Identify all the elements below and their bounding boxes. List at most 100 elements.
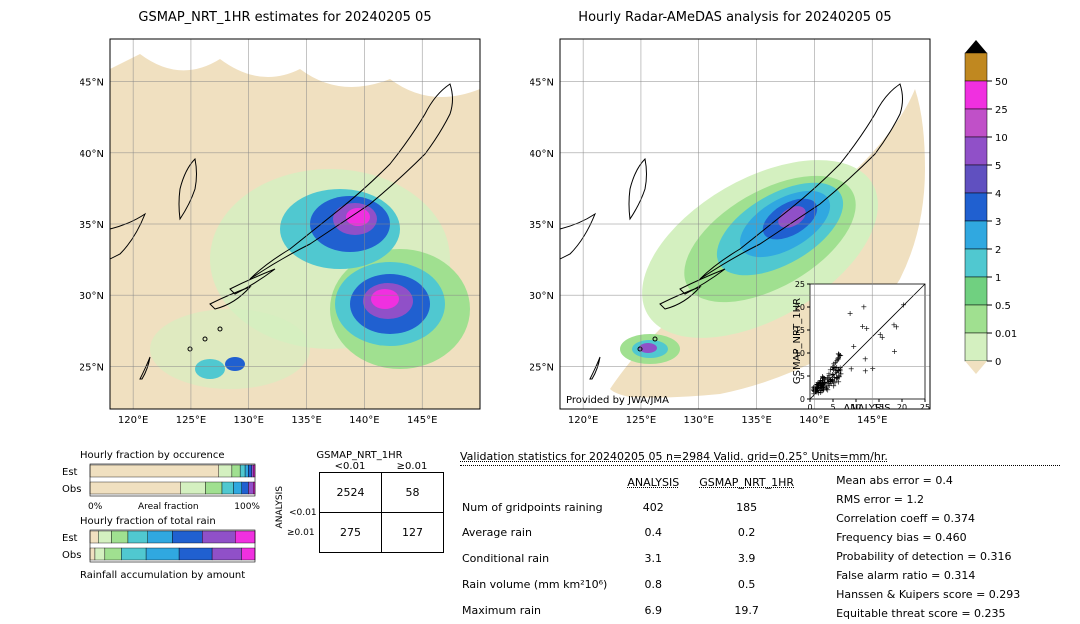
val-cell: Conditional rain bbox=[462, 547, 625, 571]
svg-text:40°N: 40°N bbox=[530, 149, 554, 160]
attribution: Provided by JWA/JMA bbox=[566, 395, 669, 406]
svg-text:+: + bbox=[847, 309, 854, 318]
val-cell: Num of gridpoints raining bbox=[462, 495, 625, 519]
svg-text:130°E: 130°E bbox=[234, 415, 264, 426]
svg-text:4: 4 bbox=[995, 189, 1001, 200]
cont-row-0: <0.01 bbox=[289, 508, 319, 518]
val-cell: 0.4 bbox=[627, 521, 697, 545]
val-cell: Average rain bbox=[462, 521, 625, 545]
svg-text:140°E: 140°E bbox=[349, 415, 379, 426]
cont-title: GSMAP_NRT_1HR bbox=[275, 450, 444, 461]
metric-row: Probability of detection = 0.316 bbox=[836, 548, 1020, 565]
svg-text:25°N: 25°N bbox=[530, 362, 554, 373]
cont-cell: 275 bbox=[320, 513, 382, 553]
metric-row: False alarm ratio = 0.314 bbox=[836, 567, 1020, 584]
svg-text:45°N: 45°N bbox=[530, 78, 554, 89]
svg-text:+: + bbox=[862, 366, 869, 375]
svg-text:3: 3 bbox=[995, 217, 1001, 228]
accum-title: Rainfall accumulation by amount bbox=[80, 570, 260, 581]
metric-row: Mean abs error = 0.4 bbox=[836, 472, 1020, 489]
cont-cell: 58 bbox=[382, 473, 444, 513]
cont-col-0: <0.01 bbox=[319, 461, 381, 472]
left-map: 120°E 125°E 130°E 135°E 140°E 145°E 25°N 30°N 35… bbox=[80, 29, 490, 429]
bar-x-0: 0% bbox=[88, 502, 102, 512]
colorbar: 00.010.512345102550 bbox=[960, 38, 1040, 437]
svg-text:5: 5 bbox=[830, 403, 835, 412]
svg-text:5: 5 bbox=[995, 161, 1001, 172]
svg-text:50: 50 bbox=[995, 77, 1008, 88]
svg-text:45°N: 45°N bbox=[80, 78, 104, 89]
svg-text:30°N: 30°N bbox=[80, 291, 104, 302]
right-map: ++++++++++++++++++++++++++++++++++++++++… bbox=[530, 29, 940, 429]
cont-col-1: ≥0.01 bbox=[381, 461, 443, 472]
val-cell: 185 bbox=[699, 495, 812, 519]
svg-text:35°N: 35°N bbox=[80, 220, 104, 231]
bar-x-2: 100% bbox=[234, 502, 260, 512]
svg-text:+: + bbox=[850, 342, 857, 351]
cont-cell: 127 bbox=[382, 513, 444, 553]
svg-text:+: + bbox=[893, 323, 900, 332]
val-cell: 3.9 bbox=[699, 547, 812, 571]
svg-text:+: + bbox=[833, 373, 840, 382]
right-map-title: Hourly Radar-AMeDAS analysis for 2024020… bbox=[530, 10, 940, 25]
val-cell: 0.5 bbox=[699, 573, 812, 597]
svg-text:0: 0 bbox=[807, 403, 812, 412]
val-cell: 3.1 bbox=[627, 547, 697, 571]
svg-text:40°N: 40°N bbox=[80, 149, 104, 160]
val-cell: Rain volume (mm km²10⁶) bbox=[462, 573, 625, 597]
svg-text:+: + bbox=[833, 363, 840, 372]
metric-row: Correlation coeff = 0.374 bbox=[836, 510, 1020, 527]
svg-text:Obs: Obs bbox=[62, 550, 81, 561]
svg-text:125°E: 125°E bbox=[626, 415, 656, 426]
svg-text:+: + bbox=[862, 354, 869, 363]
validation-block: Validation statistics for 20240205 05 n=… bbox=[460, 450, 1060, 624]
validation-header: Validation statistics for 20240205 05 n=… bbox=[460, 450, 1060, 466]
left-map-panel: GSMAP_NRT_1HR estimates for 20240205 05 bbox=[80, 10, 490, 429]
contingency-table: GSMAP_NRT_1HR ANALYSIS <0.01 ≥0.01 <0.01… bbox=[275, 450, 444, 553]
svg-text:20: 20 bbox=[897, 403, 907, 412]
svg-text:+: + bbox=[815, 381, 822, 390]
svg-text:25°N: 25°N bbox=[80, 362, 104, 373]
svg-text:+: + bbox=[879, 333, 886, 342]
svg-text:1: 1 bbox=[995, 273, 1001, 284]
svg-text:145°E: 145°E bbox=[407, 415, 437, 426]
svg-text:25: 25 bbox=[795, 280, 805, 289]
fraction-bars: Hourly fraction by occurence Est Obs 0% A… bbox=[60, 450, 260, 581]
svg-text:140°E: 140°E bbox=[799, 415, 829, 426]
scatter-inset: ++++++++++++++++++++++++++++++++++++++++… bbox=[792, 280, 930, 414]
svg-text:120°E: 120°E bbox=[568, 415, 598, 426]
rain-title: Hourly fraction of total rain bbox=[80, 516, 260, 527]
svg-text:Est: Est bbox=[62, 533, 78, 544]
svg-text:Est: Est bbox=[62, 467, 78, 478]
svg-text:10: 10 bbox=[995, 133, 1008, 144]
svg-text:125°E: 125°E bbox=[176, 415, 206, 426]
left-map-title: GSMAP_NRT_1HR estimates for 20240205 05 bbox=[80, 10, 490, 25]
metric-row: RMS error = 1.2 bbox=[836, 491, 1020, 508]
svg-text:0: 0 bbox=[995, 357, 1001, 368]
svg-text:0: 0 bbox=[800, 395, 805, 404]
svg-text:0.01: 0.01 bbox=[995, 329, 1017, 340]
bar-x-1: Areal fraction bbox=[138, 502, 199, 512]
cont-cell: 2524 bbox=[320, 473, 382, 513]
val-cell: 0.8 bbox=[627, 573, 697, 597]
svg-text:135°E: 135°E bbox=[291, 415, 321, 426]
svg-text:+: + bbox=[869, 364, 876, 373]
svg-text:120°E: 120°E bbox=[118, 415, 148, 426]
svg-text:2: 2 bbox=[995, 245, 1001, 256]
svg-text:+: + bbox=[863, 324, 870, 333]
svg-text:0.5: 0.5 bbox=[995, 301, 1011, 312]
svg-text:35°N: 35°N bbox=[530, 220, 554, 231]
metric-row: Hanssen & Kuipers score = 0.293 bbox=[836, 586, 1020, 603]
metric-row: Equitable threat score = 0.235 bbox=[836, 605, 1020, 622]
val-cell: 19.7 bbox=[699, 598, 812, 622]
right-map-panel: Hourly Radar-AMeDAS analysis for 2024020… bbox=[530, 10, 940, 429]
svg-text:GSMAP_NRT_1HR: GSMAP_NRT_1HR bbox=[792, 298, 803, 384]
metric-row: Frequency bias = 0.460 bbox=[836, 529, 1020, 546]
occ-title: Hourly fraction by occurence bbox=[80, 450, 260, 461]
val-cell: 0.2 bbox=[699, 521, 812, 545]
val-cell: 6.9 bbox=[627, 598, 697, 622]
val-cell: 402 bbox=[627, 495, 697, 519]
svg-text:135°E: 135°E bbox=[741, 415, 771, 426]
svg-text:145°E: 145°E bbox=[857, 415, 887, 426]
val-cell: Maximum rain bbox=[462, 598, 625, 622]
